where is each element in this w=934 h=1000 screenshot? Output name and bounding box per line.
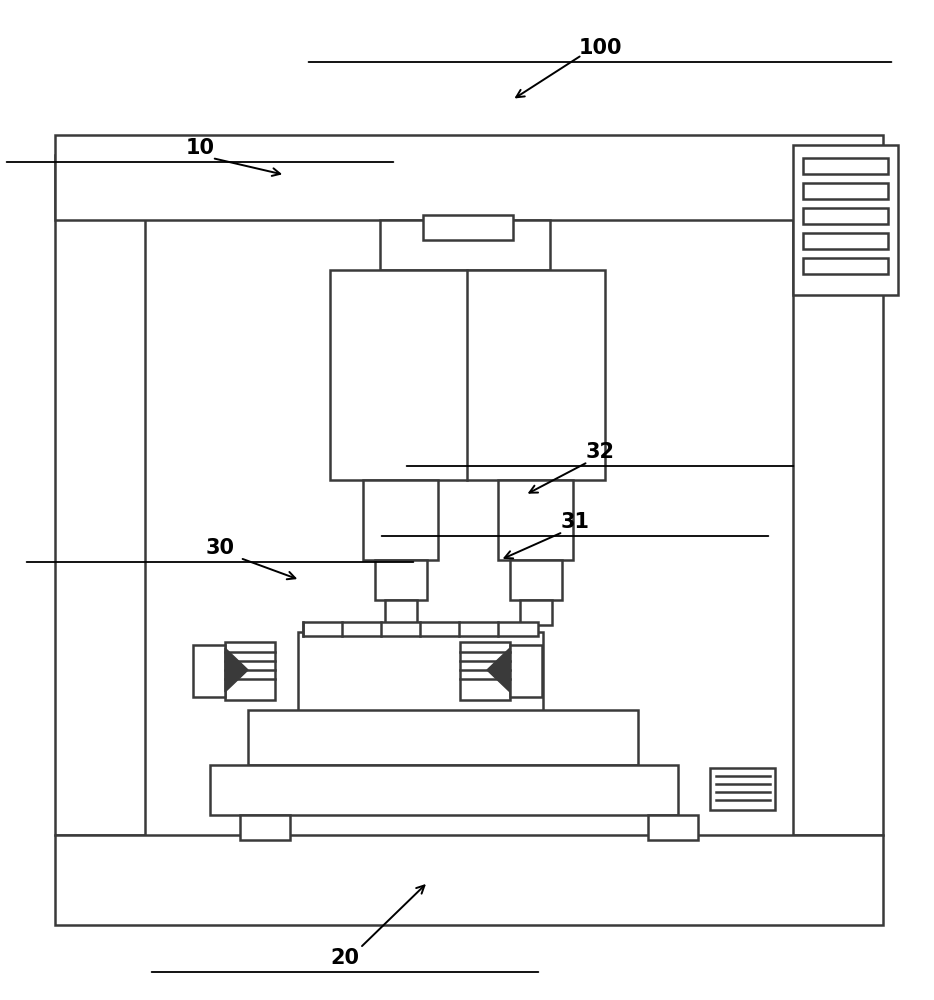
Bar	[803, 233, 888, 249]
Bar	[380, 220, 550, 270]
Bar	[248, 710, 638, 765]
Bar	[55, 135, 883, 220]
Bar	[423, 215, 513, 240]
Bar	[225, 642, 275, 700]
Bar	[498, 480, 573, 560]
Text: 31: 31	[560, 512, 589, 532]
Bar	[803, 158, 888, 174]
Bar	[510, 560, 562, 600]
Bar	[460, 642, 510, 700]
Polygon shape	[225, 648, 248, 692]
Bar	[648, 815, 698, 840]
Polygon shape	[487, 648, 510, 692]
Text: 10: 10	[186, 138, 215, 158]
Text: 100: 100	[578, 38, 622, 58]
Bar	[298, 632, 543, 712]
Bar	[385, 600, 417, 625]
Bar	[55, 835, 883, 925]
Bar	[240, 815, 290, 840]
Bar	[520, 600, 552, 625]
Text: 20: 20	[331, 948, 360, 968]
Bar	[363, 480, 438, 560]
Text: 30: 30	[205, 538, 234, 558]
Text: 32: 32	[586, 442, 615, 462]
Bar	[793, 145, 898, 295]
Bar	[710, 768, 775, 810]
Bar	[210, 765, 678, 815]
Bar	[375, 560, 427, 600]
Bar	[330, 270, 605, 480]
Bar	[803, 208, 888, 224]
Bar	[803, 183, 888, 199]
Bar	[303, 622, 538, 636]
Bar	[510, 645, 542, 697]
Bar	[193, 645, 225, 697]
Bar	[55, 155, 145, 835]
Bar	[803, 258, 888, 274]
Bar	[793, 155, 883, 835]
